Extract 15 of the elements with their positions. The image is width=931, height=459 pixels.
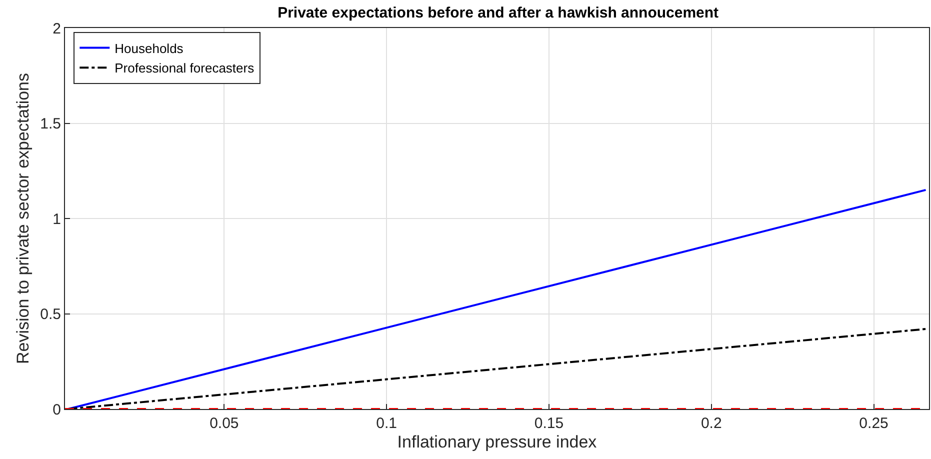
chart-title: Private expectations before and after a hawkish annoucement bbox=[278, 4, 719, 22]
legend-label: Households bbox=[114, 40, 184, 56]
x-tick-label: 0.1 bbox=[376, 415, 397, 432]
y-tick-label: 2 bbox=[52, 20, 61, 38]
x-tick-label: 0.25 bbox=[859, 415, 888, 432]
y-tick-label: 0.5 bbox=[40, 306, 61, 323]
y-axis-title: Revision to private sector expectations bbox=[14, 72, 33, 364]
x-tick-label: 0.15 bbox=[534, 415, 564, 432]
y-tick-label: 1 bbox=[52, 210, 61, 228]
x-tick-label: 0.05 bbox=[210, 415, 239, 432]
y-tick-label: 0 bbox=[52, 401, 61, 418]
x-tick-label: 0.2 bbox=[700, 415, 722, 432]
y-tick-label: 1.5 bbox=[40, 116, 61, 132]
x-axis-title: Inflationary pressure index bbox=[397, 432, 598, 452]
legend-label: Professional forecasters bbox=[114, 60, 255, 76]
